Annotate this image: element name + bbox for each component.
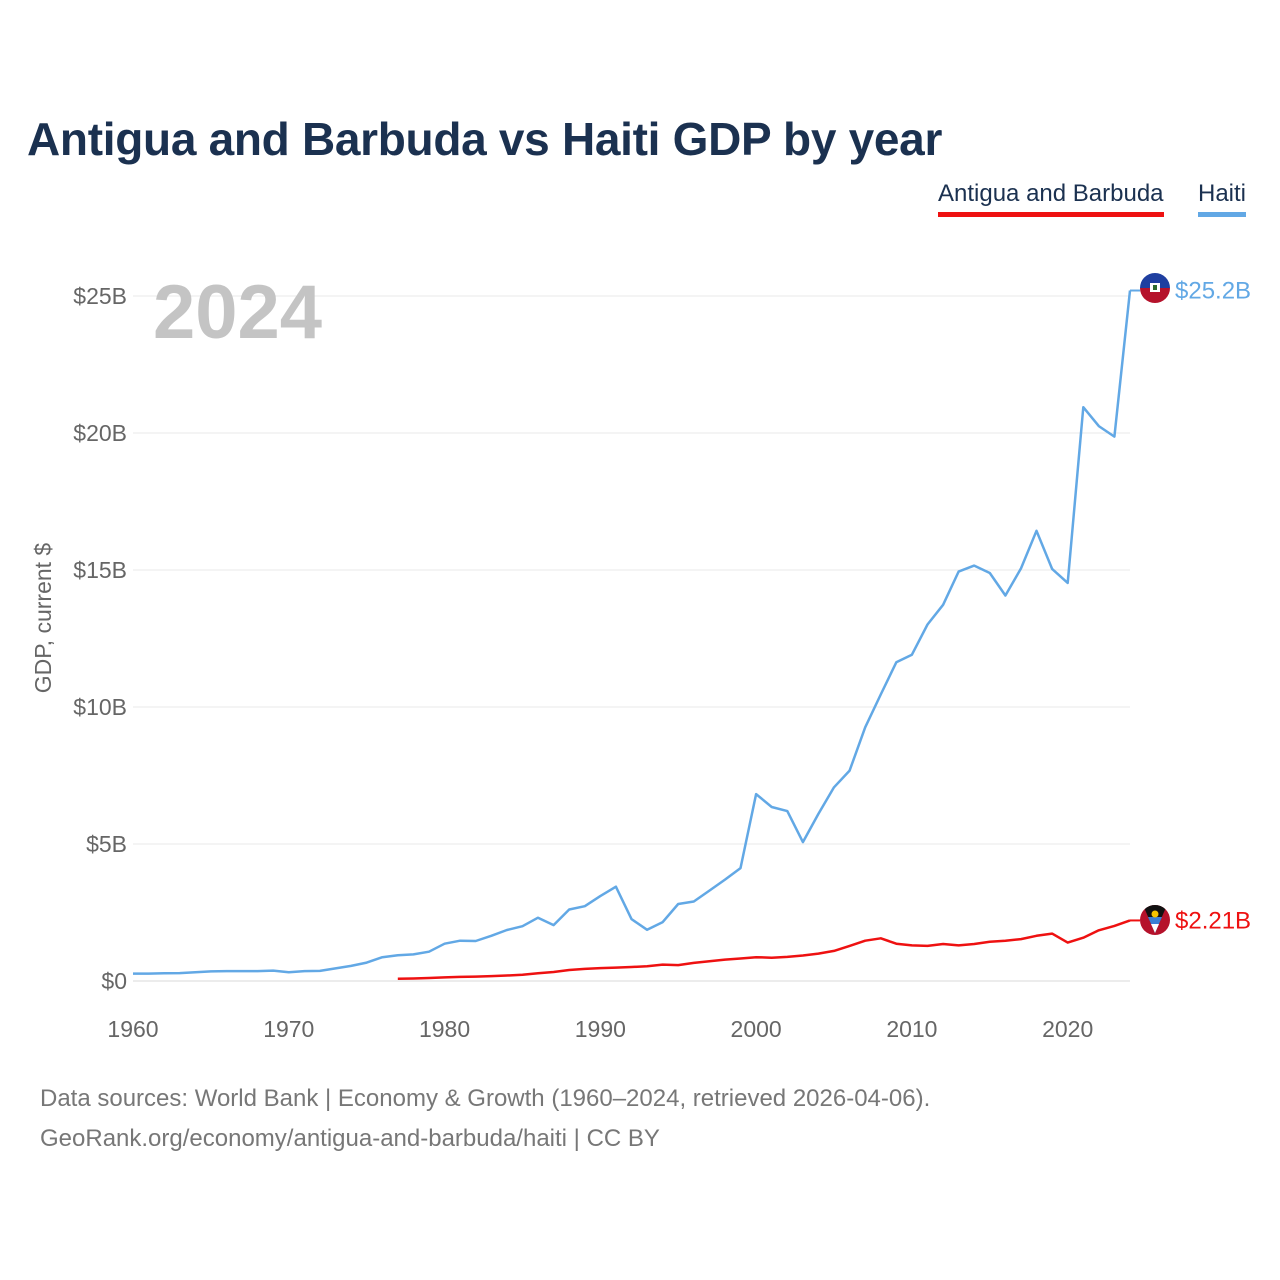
y-tick-label: $5B	[86, 831, 127, 857]
haiti-flag-icon	[1140, 273, 1170, 303]
end-value-label-haiti: $25.2B	[1175, 278, 1251, 305]
x-tick-label: 2010	[886, 1016, 937, 1042]
y-tick-label: $10B	[73, 694, 127, 720]
x-tick-label: 1990	[575, 1016, 626, 1042]
legend-item-antigua[interactable]: Antigua and Barbuda	[938, 180, 1164, 217]
year-overlay: 2024	[153, 270, 322, 355]
x-tick-label: 2020	[1042, 1016, 1093, 1042]
x-tick-label: 1960	[107, 1016, 158, 1042]
antigua-flag-icon	[1140, 905, 1170, 935]
source-url-text: GeoRank.org/economy/antigua-and-barbuda/…	[40, 1125, 660, 1152]
series-line-antigua-and-barbuda	[397, 919, 1131, 981]
x-tick-label: 2000	[731, 1016, 782, 1042]
legend-item-haiti[interactable]: Haiti	[1198, 180, 1247, 217]
series-line-haiti	[133, 290, 1132, 975]
chart-title: Antigua and Barbuda vs Haiti GDP by year	[27, 113, 943, 165]
y-tick-label: $25B	[73, 283, 127, 309]
y-axis-label: GDP, current $	[30, 543, 56, 694]
y-tick-label: $20B	[73, 420, 127, 446]
x-tick-label: 1970	[263, 1016, 314, 1042]
y-tick-label: $0	[101, 968, 127, 994]
data-source-text: Data sources: World Bank | Economy & Gro…	[40, 1085, 931, 1112]
y-tick-label: $15B	[73, 557, 127, 583]
end-value-label-antigua-and-barbuda: $2.21B	[1175, 907, 1251, 934]
x-tick-label: 1980	[419, 1016, 470, 1042]
